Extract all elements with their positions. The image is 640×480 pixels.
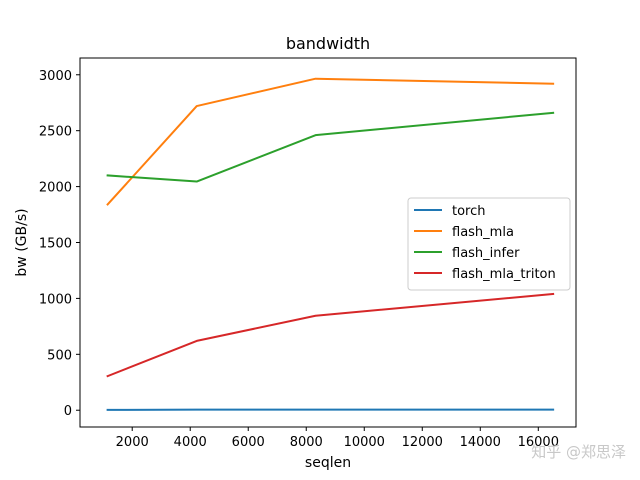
x-tick-label: 10000 xyxy=(344,435,385,450)
watermark: 知乎 @郑思泽 xyxy=(531,443,626,461)
y-tick-label: 0 xyxy=(64,404,72,419)
y-tick-label: 2500 xyxy=(39,125,72,140)
x-tick-label: 12000 xyxy=(402,435,443,450)
x-tick-label: 6000 xyxy=(232,435,265,450)
y-axis: 0 500 1000 1500 2000 2500 3000 xyxy=(39,69,80,419)
legend-label: flash_infer xyxy=(452,246,520,261)
series-line-flash-infer xyxy=(106,111,555,183)
y-tick-label: 3000 xyxy=(39,69,72,84)
x-axis: 2000 4000 6000 8000 10000 12000 14000 16000 xyxy=(116,427,559,450)
legend-box xyxy=(407,197,571,291)
x-tick-label: 8000 xyxy=(290,435,323,450)
x-tick-label: 4000 xyxy=(174,435,207,450)
y-tick-label: 1500 xyxy=(39,237,72,252)
chart-title: bandwidth xyxy=(286,34,370,53)
y-tick-label: 500 xyxy=(47,348,72,363)
series-line-flash-mla xyxy=(106,77,555,206)
legend-label: flash_mla_triton xyxy=(452,267,556,282)
x-tick-label: 14000 xyxy=(460,435,501,450)
legend: torch flash_mla flash_infer flash_mla_trito… xyxy=(407,197,571,291)
legend-label: torch xyxy=(452,204,486,219)
series-lines xyxy=(106,77,555,411)
legend-label: flash_mla xyxy=(452,225,514,240)
x-axis-label: seqlen xyxy=(305,455,351,471)
y-tick-label: 2000 xyxy=(39,181,72,196)
x-tick-label: 2000 xyxy=(116,435,149,450)
y-axis-label: bw (GB/s) xyxy=(14,208,30,276)
series-line-flash-mla-triton xyxy=(106,292,555,378)
x-tick-label: 16000 xyxy=(518,435,559,450)
y-tick-label: 1000 xyxy=(39,292,72,307)
